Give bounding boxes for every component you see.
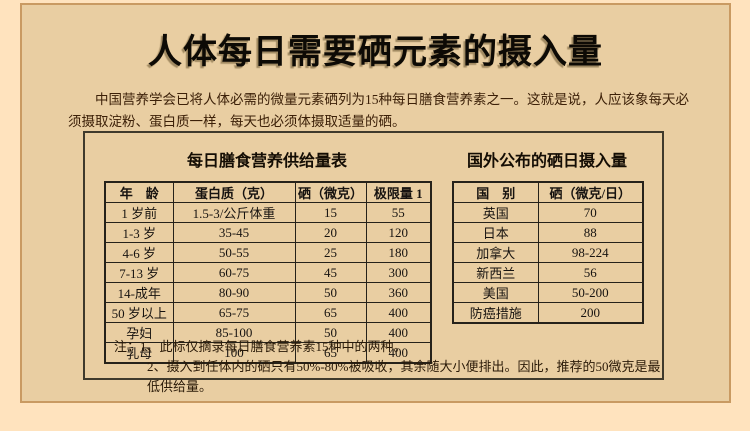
column-header-country: 国 别 [452, 181, 539, 203]
table-cell: 360 [365, 282, 432, 303]
daily-supply-table: 年 龄 蛋白质（克） 硒（微克） 极限量 1 1 岁前 1.5-3/公斤体重 1… [104, 181, 432, 364]
column-header-selenium: 硒（微克） [294, 181, 367, 203]
table-cell: 新西兰 [452, 262, 539, 283]
table-cell: 日本 [452, 222, 539, 243]
table-cell: 50 [294, 282, 367, 303]
table-cell: 50-55 [172, 242, 296, 263]
table-cell: 加拿大 [452, 242, 539, 263]
table-cell: 100 [172, 342, 296, 364]
table-row: 1-3 岁 35-45 20 120 [104, 222, 432, 243]
table-cell: 70 [537, 202, 644, 223]
table-cell: 80-90 [172, 282, 296, 303]
table-row: 7-13 岁 60-75 45 300 [104, 262, 432, 283]
table-cell: 美国 [452, 282, 539, 303]
table-row: 1 岁前 1.5-3/公斤体重 15 55 [104, 202, 432, 223]
table-header-row: 国 别 硒（微克/日） [452, 181, 644, 203]
table-cell: 35-45 [172, 222, 296, 243]
table-cell: 45 [294, 262, 367, 283]
abroad-intake-table: 国 别 硒（微克/日） 英国 70 日本 88 加拿大 98-224 [452, 181, 644, 324]
table-cell: 120 [365, 222, 432, 243]
table-cell: 25 [294, 242, 367, 263]
table-cell: 20 [294, 222, 367, 243]
table-row: 50 岁以上 65-75 65 400 [104, 302, 432, 323]
table-cell: 乳母 [104, 342, 174, 364]
table-cell: 1-3 岁 [104, 222, 174, 243]
table-row: 美国 50-200 [452, 282, 644, 303]
table-cell: 400 [365, 322, 432, 343]
table-cell: 65 [294, 302, 367, 323]
table-row: 英国 70 [452, 202, 644, 223]
table-cell: 85-100 [172, 322, 296, 343]
table-row: 新西兰 56 [452, 262, 644, 283]
table-cell: 50-200 [537, 282, 644, 303]
table-cell: 88 [537, 222, 644, 243]
intro-paragraph: 中国营养学会已将人体必需的微量元素硒列为15种每日膳食营养素之一。这就是说，人应… [68, 92, 689, 129]
table-cell: 英国 [452, 202, 539, 223]
table-cell: 65 [294, 342, 367, 364]
column-header-limit: 极限量 1 [365, 181, 432, 203]
column-header-protein: 蛋白质（克） [172, 181, 296, 203]
page-title: 人体每日需要硒元素的摄入量 [148, 33, 603, 71]
table-cell: 55 [365, 202, 432, 223]
table-row: 日本 88 [452, 222, 644, 243]
table-cell: 1 岁前 [104, 202, 174, 223]
tables-box: 每日膳食营养供给量表 国外公布的硒日摄入量 年 龄 蛋白质（克） 硒（微克） 极… [83, 131, 664, 394]
table-header-row: 年 龄 蛋白质（克） 硒（微克） 极限量 1 [104, 181, 432, 203]
table-cell: 14-成年 [104, 282, 174, 303]
abroad-table-title: 国外公布的硒日摄入量 [466, 153, 627, 170]
table-row: 防癌措施 200 [452, 302, 644, 324]
table-row: 4-6 岁 50-55 25 180 [104, 242, 432, 263]
column-header-age: 年 龄 [104, 181, 174, 203]
table-cell: 400 [365, 302, 432, 323]
supply-table-title: 每日膳食营养供给量表 [186, 153, 347, 170]
table-cell: 56 [537, 262, 644, 283]
table-cell: 200 [537, 302, 644, 324]
table-cell: 7-13 岁 [104, 262, 174, 283]
table-row: 加拿大 98-224 [452, 242, 644, 263]
table-cell: 50 岁以上 [104, 302, 174, 323]
footnote-1: 注：1、此标仅摘录每日膳食营养素15种中的两种。 [114, 339, 407, 354]
content-panel: 人体每日需要硒元素的摄入量 中国营养学会已将人体必需的微量元素硒列为15种每日膳… [20, 3, 731, 403]
table-cell: 400 [365, 342, 432, 364]
table-row: 14-成年 80-90 50 360 [104, 282, 432, 303]
footnotes: 注：1、此标仅摘录每日膳食营养素15种中的两种。 2、摄入到任体内的硒只有50%… [114, 337, 662, 397]
table-cell: 4-6 岁 [104, 242, 174, 263]
table-row: 孕妇 85-100 50 400 [104, 322, 432, 343]
table-cell: 15 [294, 202, 367, 223]
table-cell: 98-224 [537, 242, 644, 263]
table-cell: 300 [365, 262, 432, 283]
table-cell: 60-75 [172, 262, 296, 283]
table-cell: 防癌措施 [452, 302, 539, 324]
table-cell: 1.5-3/公斤体重 [172, 202, 296, 223]
table-cell: 65-75 [172, 302, 296, 323]
table-row: 乳母 100 65 400 [104, 342, 432, 364]
table-cell: 180 [365, 242, 432, 263]
footnote-2: 2、摄入到任体内的硒只有50%-80%被吸收，其余随大小便排出。因此，推荐的50… [147, 359, 661, 394]
column-header-selenium-per-day: 硒（微克/日） [537, 181, 644, 203]
